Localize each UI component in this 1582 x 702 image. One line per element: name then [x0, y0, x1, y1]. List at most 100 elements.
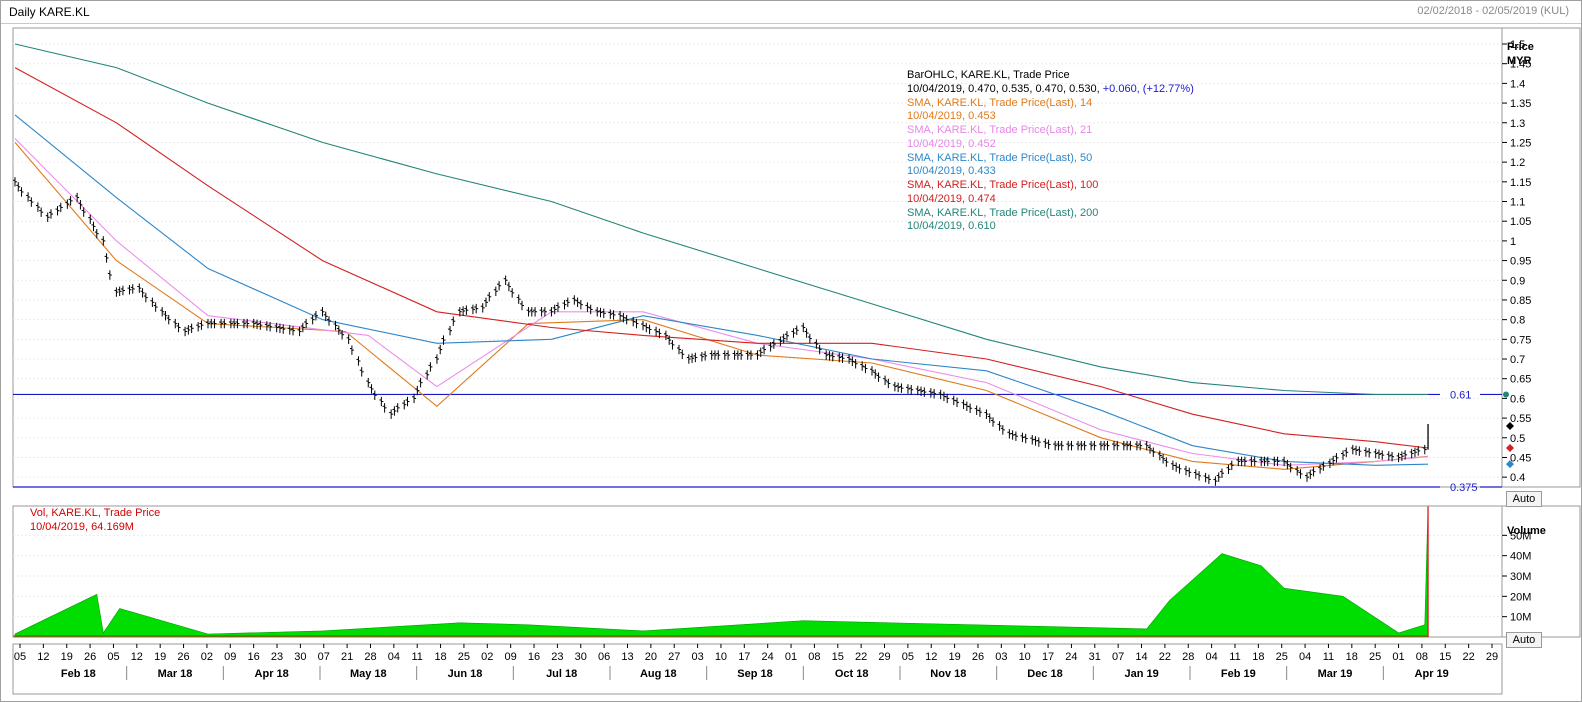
day-label: 10: [715, 651, 727, 663]
price-tick-label: 1.3: [1510, 118, 1525, 130]
day-label: 16: [248, 651, 260, 663]
volume-axis-label: Volume: [1507, 525, 1546, 537]
price-axis-panel: [1501, 27, 1581, 488]
price-tick-label: 1.05: [1510, 216, 1531, 228]
day-label: 01: [1392, 651, 1404, 663]
month-label: Jan 19: [1125, 668, 1159, 680]
price-tick-label: 1.4: [1510, 78, 1525, 90]
chart-header: Daily KARE.KL 02/02/2018 - 02/05/2019 (K…: [1, 1, 1581, 24]
axis-value-marker: [1506, 460, 1514, 469]
day-label: 19: [61, 651, 73, 663]
volume-tick-label: 40M: [1510, 551, 1531, 563]
day-label: 25: [458, 651, 470, 663]
legend-bar-ohlc: 10/04/2019, 0.470, 0.535, 0.470, 0.530,: [907, 83, 1100, 95]
volume-legend-title: Vol, KARE.KL, Trade Price: [30, 507, 161, 519]
price-auto-scale-button[interactable]: Auto: [1506, 491, 1542, 507]
volume-axis-panel: [1501, 505, 1581, 638]
price-tick-label: 0.6: [1510, 393, 1525, 405]
day-label: 28: [364, 651, 376, 663]
day-label: 14: [1135, 651, 1147, 663]
day-label: 31: [1089, 651, 1101, 663]
day-label: 07: [318, 651, 330, 663]
price-tick-label: 0.95: [1510, 256, 1531, 268]
month-label: Nov 18: [930, 668, 966, 680]
month-label: Feb 18: [61, 668, 96, 680]
price-tick-label: 1.35: [1510, 98, 1531, 110]
volume-tick-label: 50M: [1510, 530, 1531, 542]
day-label: 01: [785, 651, 797, 663]
day-label: 28: [1182, 651, 1194, 663]
legend-sma21-value: 10/04/2019, 0.452: [907, 138, 996, 150]
price-tick-label: 1.15: [1510, 177, 1531, 189]
legend-sma14-value: 10/04/2019, 0.453: [907, 110, 996, 122]
horizontal-line-label: 0.375: [1450, 482, 1478, 494]
day-label: 30: [294, 651, 306, 663]
horizontal-line-label: 0.61: [1450, 389, 1471, 401]
price-tick-label: 1.1: [1510, 197, 1525, 209]
month-label: Jun 18: [448, 668, 483, 680]
month-label: Jul 18: [546, 668, 577, 680]
ohlc-bars: [13, 177, 1427, 486]
day-label: 07: [1112, 651, 1124, 663]
month-label: Mar 19: [1318, 668, 1353, 680]
day-label: 08: [808, 651, 820, 663]
day-label: 18: [434, 651, 446, 663]
price-tick-label: 0.65: [1510, 374, 1531, 386]
day-label: 30: [575, 651, 587, 663]
price-axis-label-price: Price: [1507, 41, 1534, 53]
day-label: 18: [1346, 651, 1358, 663]
price-tick-label: 0.9: [1510, 275, 1525, 287]
axis-value-marker: [1506, 421, 1514, 430]
day-label: 16: [528, 651, 540, 663]
day-label: 04: [1205, 651, 1217, 663]
time-axis-labels: 05 12 19 26 05 12 19 26 02 09 16 23 30 07 21 28 04 11 18 25…: [14, 644, 1498, 680]
price-axis-label-currency: MYR: [1507, 55, 1532, 67]
axis-value-marker: [1503, 391, 1509, 398]
volume-auto-scale-button[interactable]: Auto: [1506, 632, 1542, 648]
day-label: 05: [902, 651, 914, 663]
time-axis: [12, 643, 1503, 695]
day-label: 19: [154, 651, 166, 663]
date-range: 02/02/2018 - 02/05/2019 (KUL): [1417, 5, 1569, 17]
day-label: 04: [1299, 651, 1311, 663]
day-label: 25: [1369, 651, 1381, 663]
sma-line-2: [14, 114, 1429, 466]
month-label: Oct 18: [835, 668, 869, 680]
day-label: 03: [691, 651, 703, 663]
price-tick-label: 0.8: [1510, 315, 1525, 327]
day-label: 12: [131, 651, 143, 663]
price-tick-label: 0.85: [1510, 295, 1531, 307]
price-tick-label: 1: [1510, 236, 1516, 248]
month-label: Apr 18: [255, 668, 289, 680]
day-label: 05: [14, 651, 26, 663]
day-label: 29: [878, 651, 890, 663]
legend-sma21-name: SMA, KARE.KL, Trade Price(Last), 21: [907, 124, 1093, 136]
price-tick-label: 0.5: [1510, 433, 1525, 445]
price-panel: [12, 27, 1503, 488]
axis-value-marker: [1506, 444, 1514, 453]
day-label: 17: [738, 651, 750, 663]
day-label: 29: [1486, 651, 1498, 663]
volume-legend-value: 10/04/2019, 64.169M: [30, 521, 134, 533]
chart-title: Daily KARE.KL: [9, 5, 90, 19]
day-label: 15: [1439, 651, 1451, 663]
day-label: 26: [972, 651, 984, 663]
price-tick-label: 0.55: [1510, 413, 1531, 425]
day-label: 24: [1065, 651, 1077, 663]
legend-sma50-name: SMA, KARE.KL, Trade Price(Last), 50: [907, 152, 1093, 164]
day-label: 18: [1252, 651, 1264, 663]
day-label: 02: [481, 651, 493, 663]
price-tick-label: 1.45: [1510, 59, 1531, 71]
day-label: 12: [37, 651, 49, 663]
legend-sma200-name: SMA, KARE.KL, Trade Price(Last), 200: [907, 207, 1099, 219]
day-label: 13: [621, 651, 633, 663]
legend-sma200-value: 10/04/2019, 0.610: [907, 220, 996, 232]
price-tick-labels: 1.5 1.45 1.4 1.35 1.3 1.25 1.2 1.15 1.1 1.05 1 0.95…: [1502, 39, 1531, 484]
price-tick-label: 1.5: [1510, 39, 1525, 51]
month-label: May 18: [350, 668, 387, 680]
price-tick-label: 0.45: [1510, 452, 1531, 464]
day-label: 02: [201, 651, 213, 663]
sma-line-3: [14, 67, 1429, 449]
day-label: 23: [551, 651, 563, 663]
